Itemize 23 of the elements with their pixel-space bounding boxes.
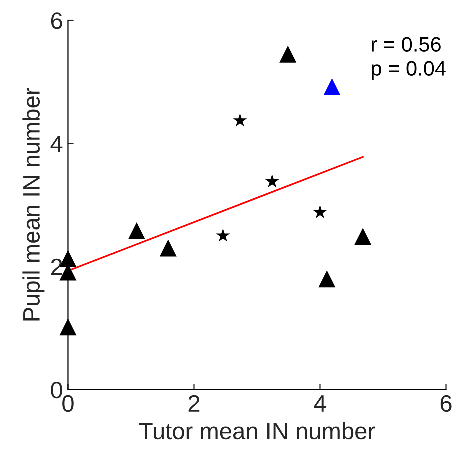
y-tick-label: 0	[51, 382, 62, 399]
point	[160, 240, 177, 257]
point	[233, 114, 248, 127]
point	[313, 205, 328, 218]
y-axis-title: Pupil mean IN number	[22, 88, 45, 321]
point	[216, 228, 230, 242]
x-tick-label: 4	[314, 396, 326, 412]
point	[128, 222, 146, 240]
x-tick-label: 0	[62, 395, 74, 412]
y-tick-label: 2	[51, 258, 62, 276]
y-tick-label: 4	[50, 136, 63, 152]
x-tick-label: 2	[188, 395, 200, 412]
point	[280, 46, 297, 63]
point	[60, 318, 77, 336]
point	[318, 270, 336, 288]
annotation: p = 0.04	[372, 61, 446, 80]
x-axis-title: Tutor mean IN number	[139, 422, 376, 440]
point	[265, 174, 280, 188]
point	[324, 78, 341, 96]
y-tick-label: 6	[51, 12, 62, 30]
x-tick-label: 6	[440, 395, 452, 412]
point	[354, 228, 372, 246]
annotation: r = 0.56	[372, 37, 441, 52]
